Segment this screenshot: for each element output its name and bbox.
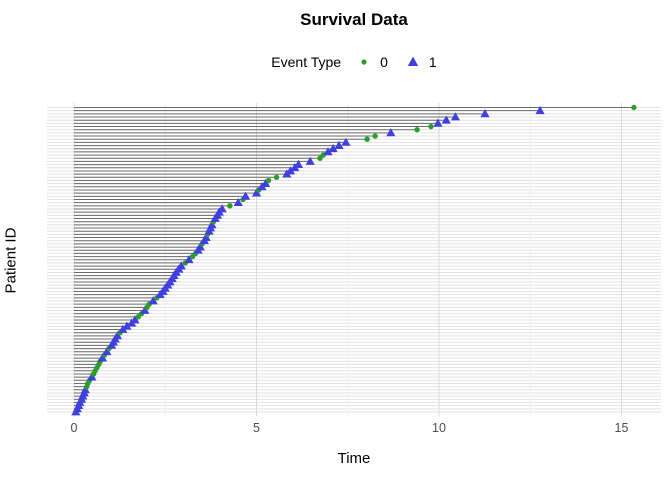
event-point-triangle xyxy=(217,204,227,213)
event-point-circle xyxy=(372,133,378,139)
event-point-triangle xyxy=(184,254,194,264)
event-point-triangle xyxy=(441,115,451,124)
event-point-triangle xyxy=(433,118,443,127)
event-point-triangle xyxy=(323,147,333,156)
event-point-triangle xyxy=(112,331,123,340)
chart-title: Survival Data xyxy=(300,10,408,29)
event-point-triangle xyxy=(148,296,158,305)
legend-title: Event Type xyxy=(271,54,342,70)
event-point-triangle xyxy=(480,109,490,118)
event-point-triangle xyxy=(305,156,315,165)
event-point-triangle xyxy=(386,128,396,137)
legend-item-event-0: 0 xyxy=(357,54,388,70)
event-point-triangle xyxy=(87,372,97,381)
event-point-triangle xyxy=(140,305,150,314)
legend-item-event-1: 1 xyxy=(406,54,437,70)
triangle-key-icon xyxy=(406,55,420,69)
event-point-circle xyxy=(414,127,420,133)
circle-key-icon xyxy=(357,55,371,69)
legend: Event Type 0 1 xyxy=(47,54,661,70)
event-point-circle xyxy=(227,203,233,209)
event-point-triangle xyxy=(341,137,351,146)
x-tick-label: 0 xyxy=(71,421,78,435)
event-point-triangle xyxy=(80,384,90,394)
event-point-circle xyxy=(364,136,370,142)
legend-label-0: 0 xyxy=(380,54,388,70)
event-point-triangle xyxy=(535,105,545,115)
legend-label-1: 1 xyxy=(428,54,437,70)
event-point-triangle xyxy=(285,166,296,175)
event-point-triangle xyxy=(293,159,304,168)
event-point-triangle xyxy=(207,220,217,229)
x-axis-title: Time xyxy=(337,450,371,467)
event-point-triangle xyxy=(334,140,344,149)
event-point-triangle xyxy=(195,242,205,251)
event-point-circle xyxy=(265,177,272,184)
event-point-triangle xyxy=(328,143,338,153)
x-tick-label: 10 xyxy=(432,421,446,435)
x-tick-label: 15 xyxy=(615,421,629,435)
event-point-triangle xyxy=(97,353,108,362)
event-point-triangle xyxy=(176,261,186,270)
event-point-circle xyxy=(631,104,637,111)
event-point-triangle xyxy=(251,188,262,197)
event-point-triangle xyxy=(201,232,211,241)
event-point-triangle xyxy=(233,197,243,207)
x-tick-label: 5 xyxy=(253,421,260,435)
event-point-triangle xyxy=(240,191,251,200)
event-point-triangle xyxy=(261,178,271,188)
event-point-triangle xyxy=(450,112,461,121)
event-point-triangle xyxy=(130,315,140,324)
event-point-circle xyxy=(428,123,434,130)
event-point-circle xyxy=(273,174,280,180)
event-point-triangle xyxy=(122,321,132,330)
event-point-triangle xyxy=(102,346,112,356)
